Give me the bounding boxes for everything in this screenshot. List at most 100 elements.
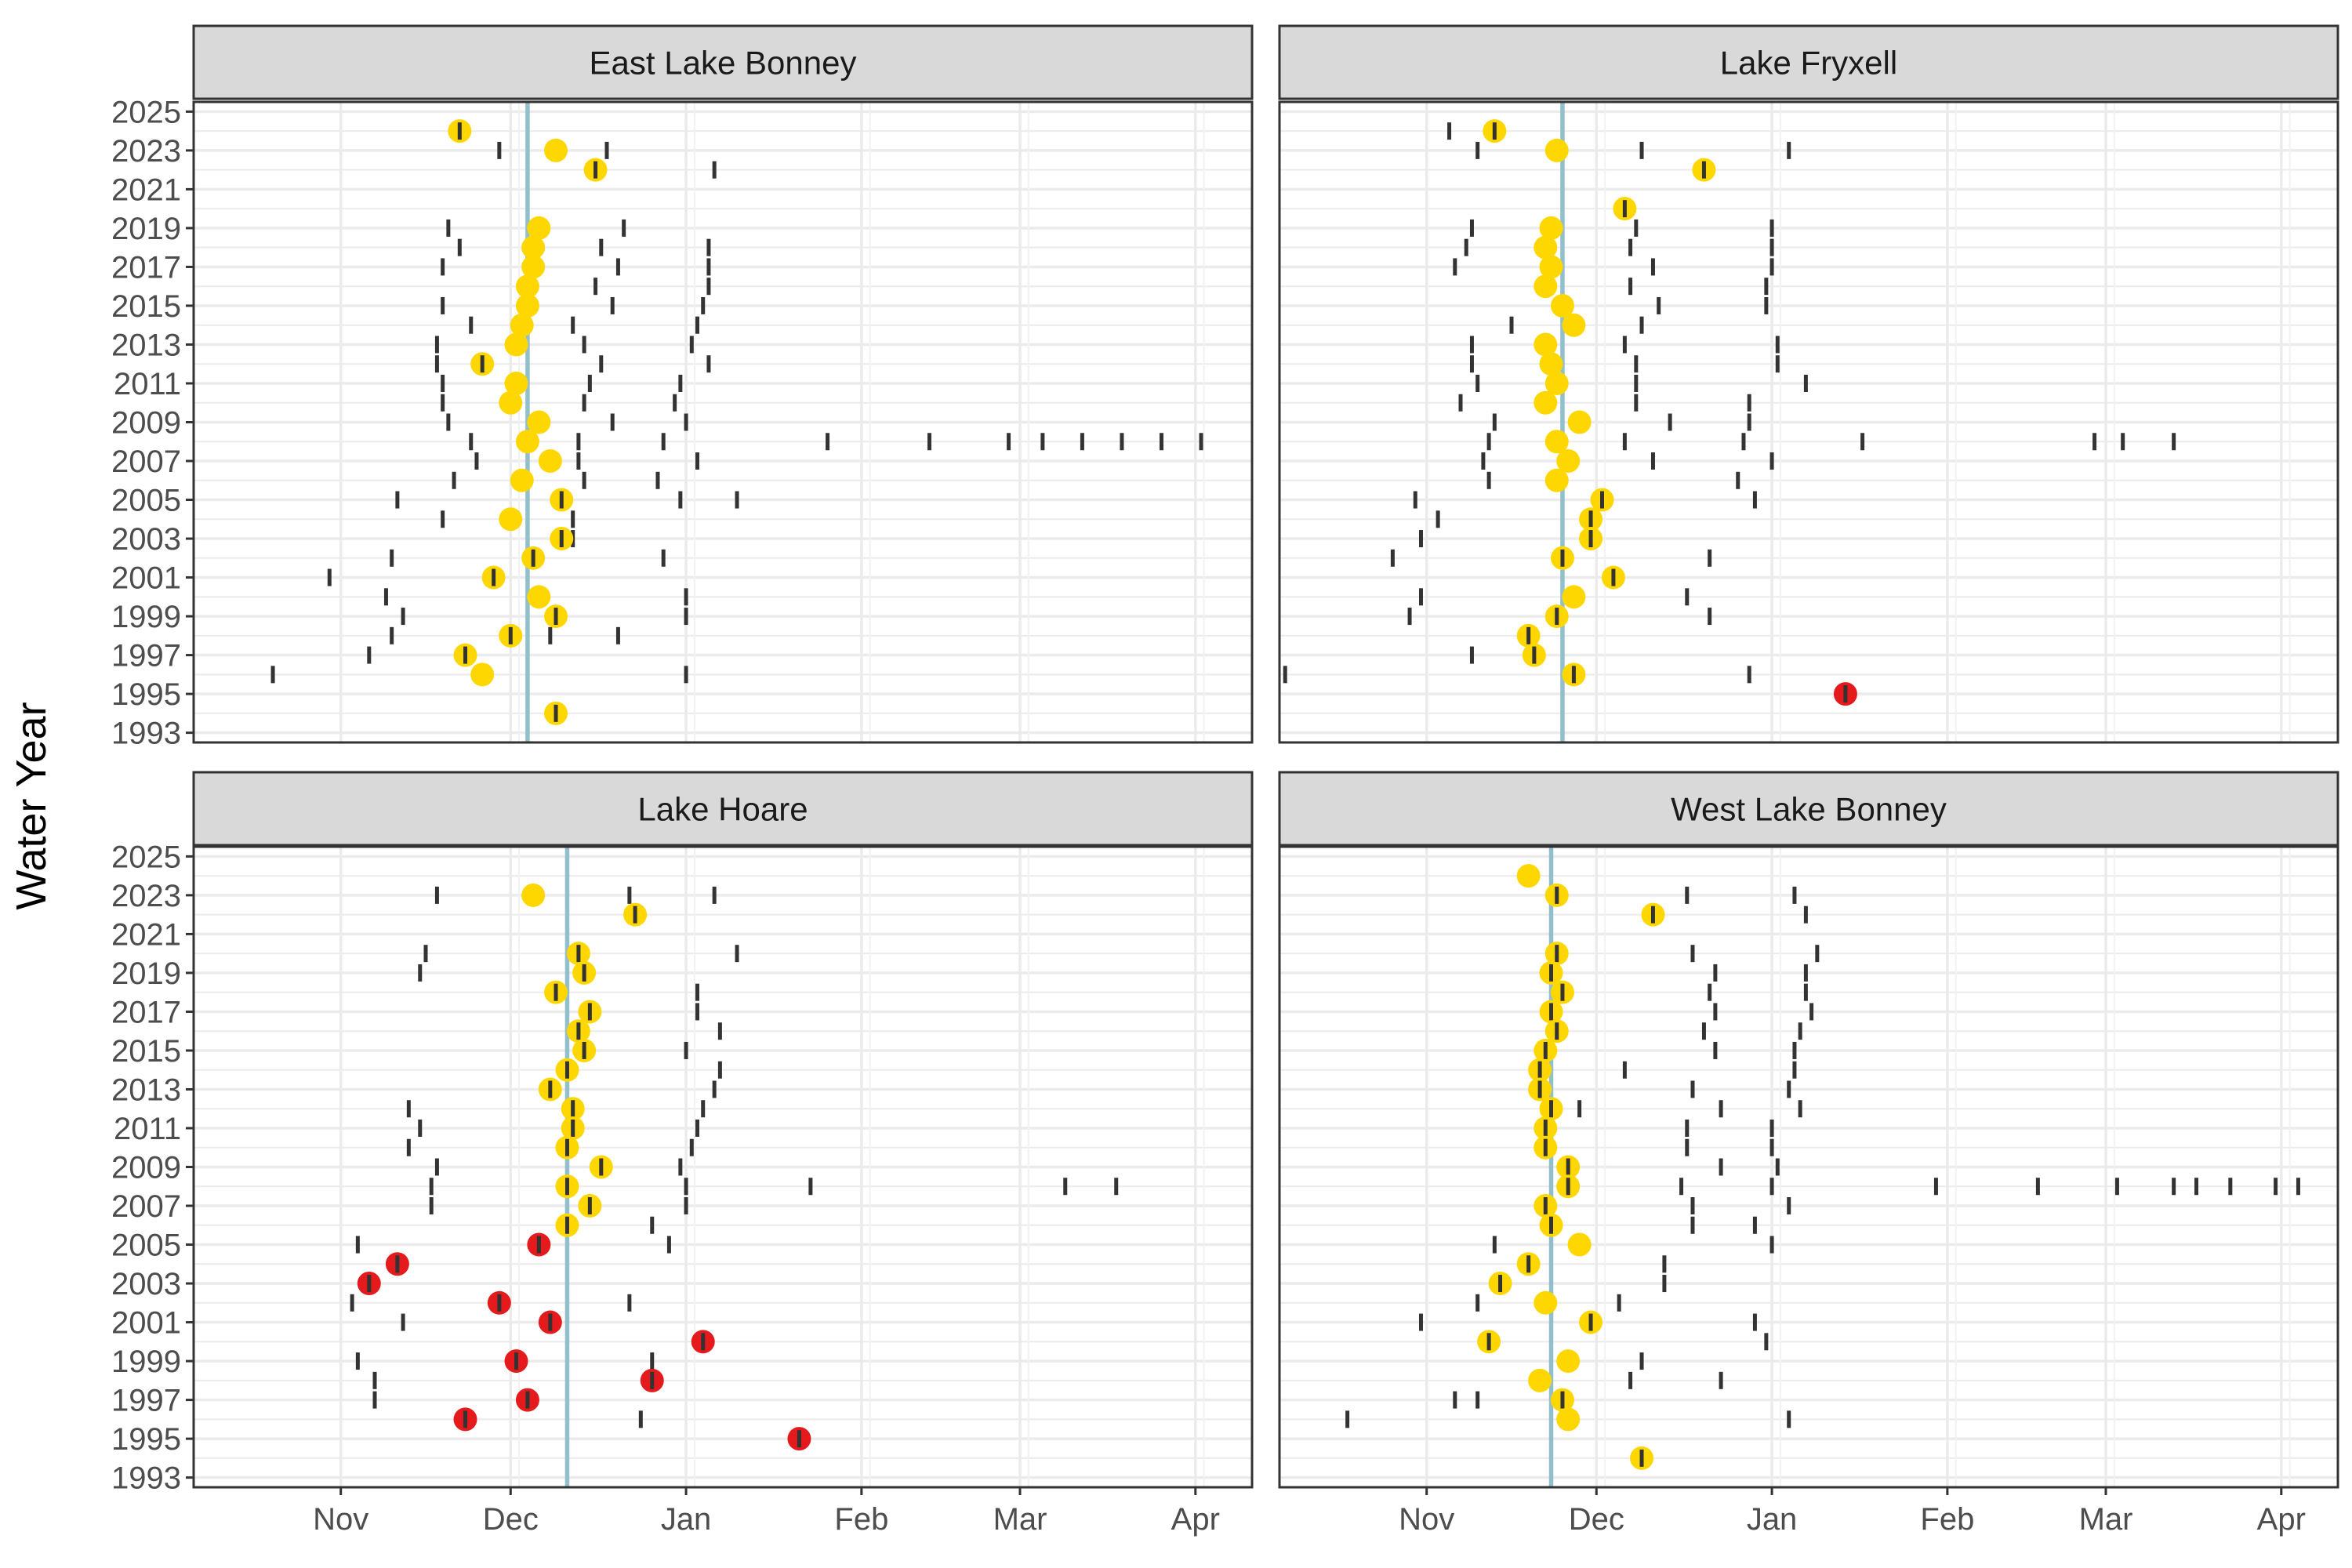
- y-tick-label: 2001: [111, 561, 181, 596]
- panel-border: [1278, 845, 2339, 1489]
- x-tick-label: Mar: [2079, 1502, 2133, 1537]
- y-tick-label: 2023: [111, 134, 181, 169]
- points: [1483, 119, 1857, 706]
- x-tick-label: Feb: [834, 1502, 888, 1537]
- y-tick-label: 2005: [111, 1229, 181, 1263]
- observation-marks: [270, 141, 1203, 684]
- panel-lake-hoare: Lake Hoare202520232021201920172015201320…: [111, 771, 1254, 1537]
- data-point-yellow: [521, 255, 546, 279]
- strip-title: West Lake Bonney: [1671, 791, 1947, 828]
- data-point-yellow: [1550, 293, 1574, 318]
- data-point-yellow: [510, 313, 534, 337]
- y-tick-label: 2019: [111, 956, 181, 991]
- y-tick-label: 1993: [111, 1461, 181, 1496]
- data-point-yellow: [527, 410, 551, 434]
- x-tick-label: Dec: [483, 1502, 539, 1537]
- y-tick-label: 2013: [111, 328, 181, 362]
- data-point-yellow: [1556, 449, 1581, 474]
- data-point-yellow: [521, 235, 546, 260]
- y-tick-label: 1993: [111, 717, 181, 751]
- observation-marks: [1283, 122, 2176, 684]
- y-axis: 2025202320212019201720152013201120092007…: [111, 840, 194, 1496]
- y-tick-label: 1995: [111, 1422, 181, 1457]
- x-axis: Nov Dec Jan Feb Mar Apr: [313, 1487, 1220, 1537]
- y-tick-label: 2003: [111, 522, 181, 557]
- y-tick-label: 2001: [111, 1306, 181, 1341]
- gridlines: [194, 102, 1252, 742]
- data-point-yellow: [1544, 430, 1569, 454]
- x-tick-label: Feb: [1920, 1502, 1974, 1537]
- data-point-yellow: [1544, 468, 1569, 492]
- data-point-yellow: [521, 883, 546, 907]
- data-point-yellow: [515, 293, 539, 318]
- y-tick-label: 2015: [111, 289, 181, 324]
- data-point-yellow: [515, 274, 539, 299]
- data-point-yellow: [527, 216, 551, 240]
- data-point-yellow: [1534, 332, 1558, 357]
- y-tick-label: 2021: [111, 917, 181, 952]
- x-tick-label: Dec: [1569, 1502, 1624, 1537]
- strip-lake-hoare: [192, 771, 1254, 847]
- data-point-yellow: [504, 371, 528, 395]
- x-tick-label: Apr: [1171, 1502, 1220, 1537]
- data-point-yellow: [470, 662, 495, 687]
- data-point-yellow: [504, 332, 528, 357]
- data-point-yellow: [1516, 864, 1541, 888]
- data-point-yellow: [499, 390, 523, 415]
- data-point-yellow: [1539, 255, 1563, 279]
- data-point-yellow: [538, 449, 562, 474]
- data-point-yellow: [1534, 1290, 1558, 1315]
- strip-title: Lake Fryxell: [1720, 45, 1897, 82]
- panel-lake-fryxell: Lake Fryxell: [1278, 24, 2339, 744]
- y-axis: 2025202320212019201720152013201120092007…: [111, 95, 194, 751]
- gridlines: [1279, 102, 2338, 742]
- y-tick-label: 2019: [111, 212, 181, 246]
- y-tick-label: 2011: [114, 1112, 181, 1146]
- strip-lake-fryxell: [1278, 24, 2339, 100]
- panel-border: [1278, 100, 2339, 744]
- data-point-yellow: [1567, 410, 1592, 434]
- y-tick-label: 2011: [114, 367, 181, 401]
- panels: East Lake Bonney202520232021201920172015…: [111, 24, 2339, 1537]
- y-tick-label: 2017: [111, 250, 181, 285]
- observation-marks: [1345, 886, 2300, 1428]
- y-axis-title: Water Year: [8, 702, 55, 909]
- strip-title: Lake Hoare: [637, 791, 808, 828]
- gridlines: [1279, 847, 2338, 1487]
- y-tick-label: 2003: [111, 1267, 181, 1301]
- data-point-yellow: [1556, 1407, 1581, 1432]
- y-tick-label: 2025: [111, 840, 181, 874]
- data-point-yellow: [1567, 1232, 1592, 1257]
- x-axis: Nov Dec Jan Feb Mar Apr: [1399, 1487, 2306, 1537]
- data-point-yellow: [1539, 352, 1563, 376]
- panel-west-lake-bonney: West Lake Bonney Nov Dec Jan Feb Mar Apr: [1278, 771, 2339, 1537]
- y-tick-label: 2009: [111, 1151, 181, 1185]
- y-tick-label: 2007: [111, 445, 181, 479]
- points: [357, 883, 811, 1451]
- data-point-yellow: [1539, 216, 1563, 240]
- strip-east-lake-bonney: [192, 24, 1254, 100]
- y-tick-label: 2009: [111, 406, 181, 441]
- data-point-yellow: [1534, 274, 1558, 299]
- data-point-yellow: [510, 468, 534, 492]
- x-tick-label: Apr: [2257, 1502, 2306, 1537]
- data-point-yellow: [1534, 235, 1558, 260]
- data-point-yellow: [527, 585, 551, 609]
- data-point-yellow: [1544, 138, 1569, 162]
- observation-marks: [350, 886, 1119, 1428]
- y-tick-label: 2013: [111, 1073, 181, 1107]
- data-point-yellow: [1528, 1368, 1552, 1392]
- points: [448, 119, 608, 725]
- data-point-yellow: [1562, 585, 1586, 609]
- y-tick-label: 2023: [111, 879, 181, 913]
- points: [1477, 864, 1665, 1470]
- data-point-yellow: [515, 430, 539, 454]
- strip-west-lake-bonney: [1278, 771, 2339, 847]
- y-tick-label: 1999: [111, 1345, 181, 1379]
- data-point-yellow: [1556, 1349, 1581, 1374]
- data-point-yellow: [499, 507, 523, 532]
- x-tick-label: Nov: [313, 1502, 368, 1537]
- y-tick-label: 2021: [111, 172, 181, 207]
